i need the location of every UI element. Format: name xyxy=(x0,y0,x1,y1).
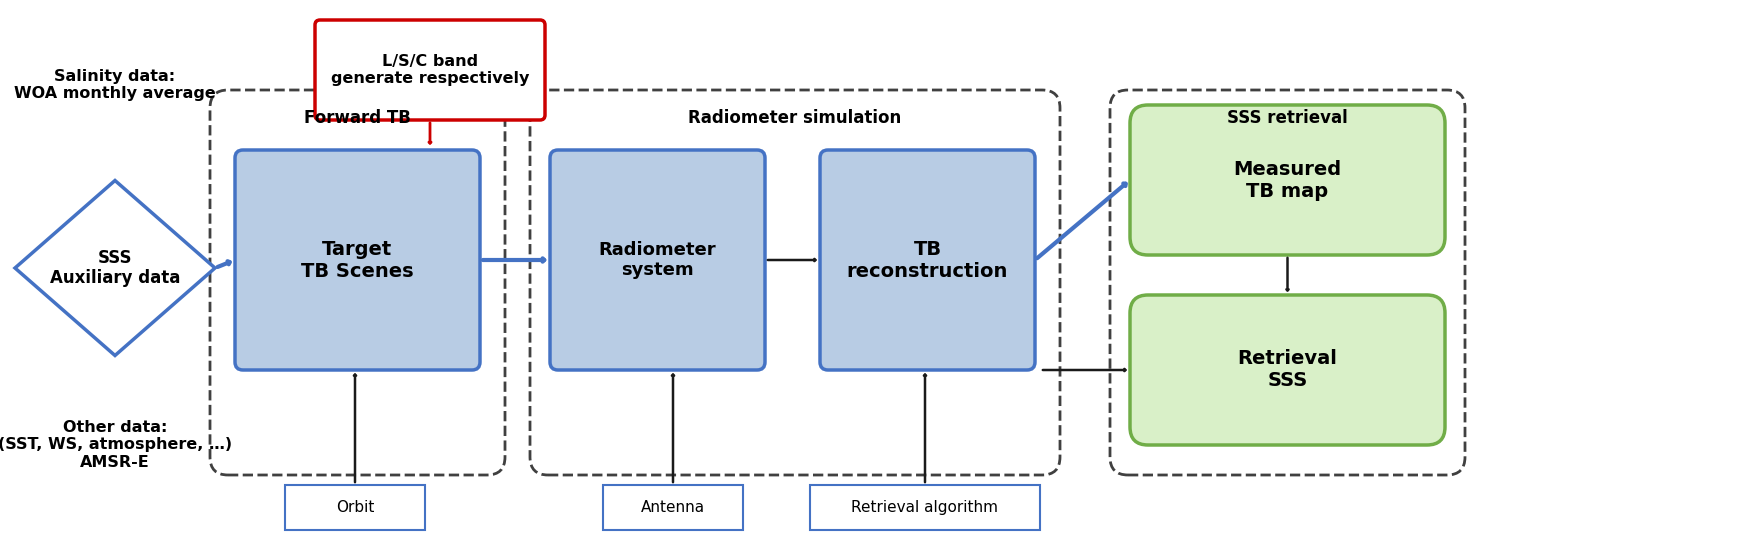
Polygon shape xyxy=(16,180,215,355)
FancyBboxPatch shape xyxy=(315,20,545,120)
FancyBboxPatch shape xyxy=(809,485,1040,530)
Text: SSS retrieval: SSS retrieval xyxy=(1227,109,1348,127)
FancyBboxPatch shape xyxy=(1129,295,1444,445)
Text: TB
reconstruction: TB reconstruction xyxy=(846,240,1007,280)
FancyBboxPatch shape xyxy=(1129,105,1444,255)
FancyBboxPatch shape xyxy=(603,485,743,530)
Text: Salinity data:
WOA monthly average: Salinity data: WOA monthly average xyxy=(14,69,215,101)
Text: Radiometer simulation: Radiometer simulation xyxy=(689,109,902,127)
Text: Forward TB: Forward TB xyxy=(304,109,411,127)
Text: Antenna: Antenna xyxy=(640,500,704,515)
Text: Orbit: Orbit xyxy=(336,500,374,515)
Text: Other data:
(SST, WS, atmosphere, …)
AMSR-E: Other data: (SST, WS, atmosphere, …) AMS… xyxy=(0,420,232,470)
Text: L/S/C band
generate respectively: L/S/C band generate respectively xyxy=(330,54,530,86)
Text: SSS
Auxiliary data: SSS Auxiliary data xyxy=(49,249,180,287)
Text: Target
TB Scenes: Target TB Scenes xyxy=(301,240,414,280)
Text: Measured
TB map: Measured TB map xyxy=(1232,159,1341,201)
FancyBboxPatch shape xyxy=(549,150,764,370)
Text: Retrieval algorithm: Retrieval algorithm xyxy=(851,500,998,515)
FancyBboxPatch shape xyxy=(285,485,425,530)
Text: Radiometer
system: Radiometer system xyxy=(598,241,717,279)
FancyBboxPatch shape xyxy=(820,150,1035,370)
FancyBboxPatch shape xyxy=(234,150,479,370)
Text: Retrieval
SSS: Retrieval SSS xyxy=(1238,349,1337,391)
